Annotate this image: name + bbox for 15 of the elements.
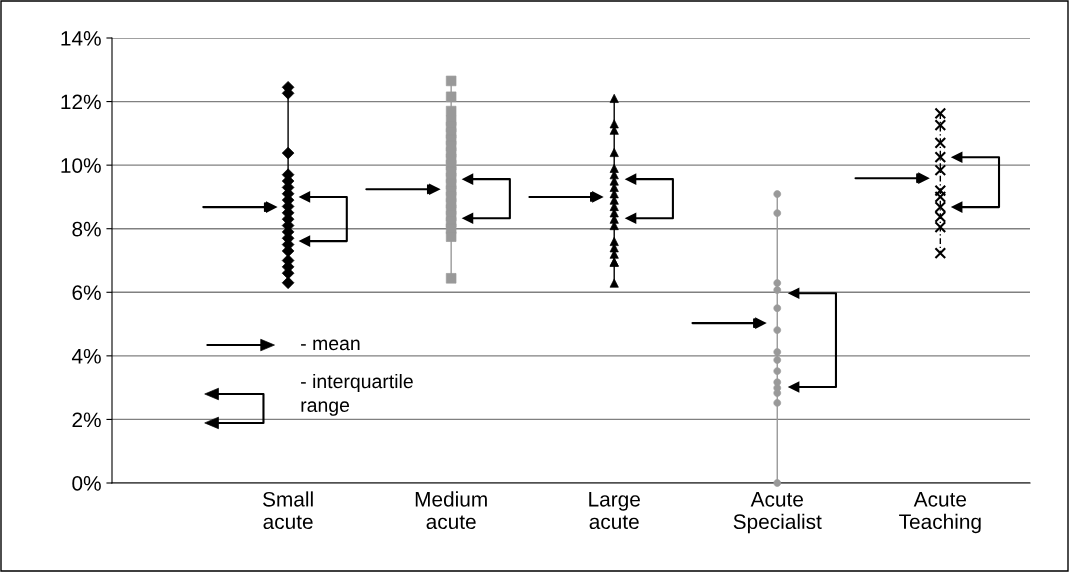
- legend-label: - mean: [301, 339, 360, 351]
- y-tick-label: 2%: [72, 412, 101, 428]
- y-tick-label: 14%: [61, 31, 101, 46]
- x-tick-label: Medium acute: [415, 491, 487, 530]
- x-tick-label: Small acute: [263, 491, 313, 530]
- y-tick-label: 6%: [72, 285, 101, 301]
- y-tick-label: 0%: [72, 476, 101, 491]
- y-tick-label: 12%: [61, 94, 101, 110]
- x-tick-label: Acute Specialist: [733, 492, 822, 534]
- legend-label: - interquartile range: [301, 373, 413, 416]
- x-tick-label: Large acute: [589, 492, 640, 530]
- y-tick-label: 4%: [71, 348, 101, 364]
- x-tick-label: Acute Teaching: [899, 492, 981, 534]
- y-tick-label: 10%: [61, 158, 101, 173]
- y-tick-label: 8%: [72, 221, 101, 237]
